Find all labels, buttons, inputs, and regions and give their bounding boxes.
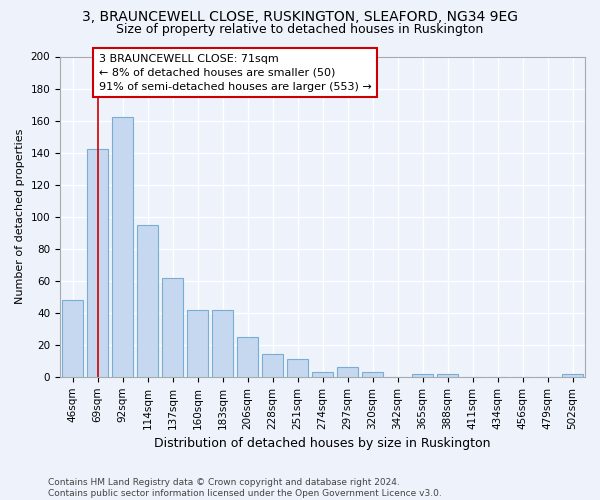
Bar (312, 372, 333, 377)
Bar (362, 372, 383, 377)
Bar (112, 118, 133, 377)
Y-axis label: Number of detached properties: Number of detached properties (15, 129, 25, 304)
Bar (287, 359, 308, 377)
Bar (437, 374, 458, 377)
Bar (62, 300, 83, 377)
Bar (137, 224, 158, 377)
Text: 3, BRAUNCEWELL CLOSE, RUSKINGTON, SLEAFORD, NG34 9EG: 3, BRAUNCEWELL CLOSE, RUSKINGTON, SLEAFO… (82, 10, 518, 24)
X-axis label: Distribution of detached houses by size in Ruskington: Distribution of detached houses by size … (154, 437, 491, 450)
Bar (187, 310, 208, 377)
Bar (562, 374, 583, 377)
Bar (237, 337, 258, 377)
Bar (162, 278, 183, 377)
Text: 3 BRAUNCEWELL CLOSE: 71sqm
← 8% of detached houses are smaller (50)
91% of semi-: 3 BRAUNCEWELL CLOSE: 71sqm ← 8% of detac… (99, 54, 371, 92)
Bar (212, 310, 233, 377)
Bar (412, 374, 433, 377)
Text: Size of property relative to detached houses in Ruskington: Size of property relative to detached ho… (116, 22, 484, 36)
Text: Contains HM Land Registry data © Crown copyright and database right 2024.
Contai: Contains HM Land Registry data © Crown c… (48, 478, 442, 498)
Bar (262, 354, 283, 377)
Bar (337, 367, 358, 377)
Bar (87, 150, 108, 377)
